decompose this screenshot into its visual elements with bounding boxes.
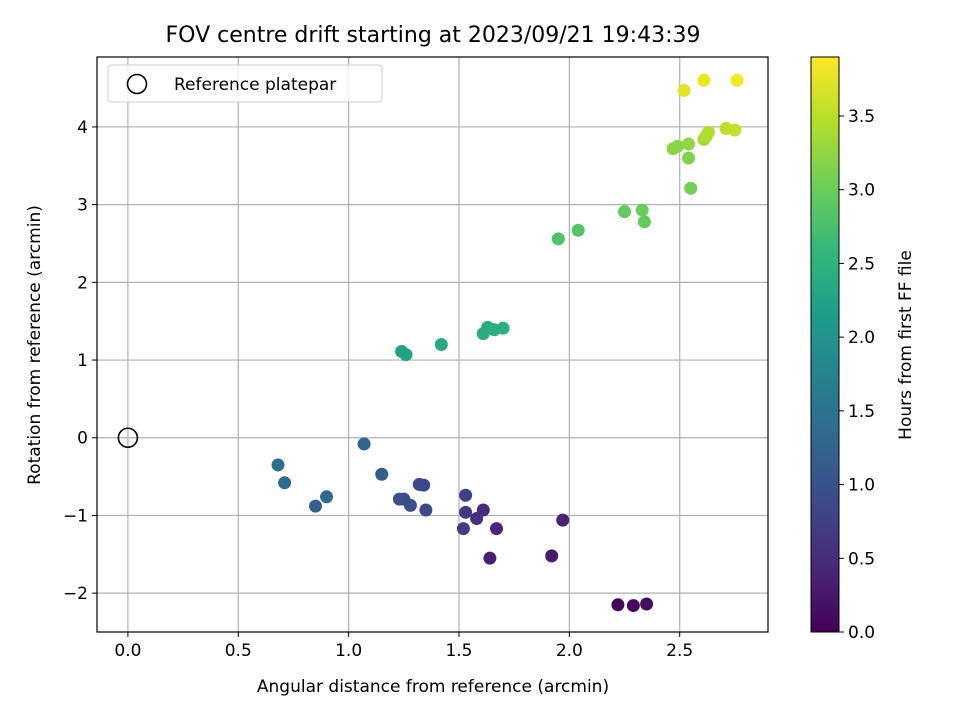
data-point <box>456 522 470 536</box>
data-point <box>551 232 565 246</box>
colorbar-tick-label: 0.0 <box>848 623 875 643</box>
x-axis-ticks: 0.0 0.5 1.0 1.5 2.0 2.5 <box>114 632 693 661</box>
y-tick-label: 2 <box>77 273 88 293</box>
legend-label-reference: Reference platepar <box>174 75 336 95</box>
data-point <box>271 458 285 472</box>
data-point <box>419 503 433 517</box>
data-point <box>545 549 559 563</box>
y-tick-label: 4 <box>77 118 88 138</box>
data-point <box>618 205 632 219</box>
grid-lines <box>97 57 768 632</box>
chart-title: FOV centre drift starting at 2023/09/21 … <box>166 23 701 48</box>
legend: Reference platepar <box>107 64 383 103</box>
legend-box <box>107 64 383 103</box>
colorbar-label: Hours from first FF file <box>896 250 916 440</box>
data-point <box>677 83 691 97</box>
y-tick-label: 3 <box>77 196 88 216</box>
x-tick-label: 2.0 <box>556 641 583 661</box>
colorbar <box>810 56 840 633</box>
data-point <box>697 73 711 87</box>
y-tick-label: 0 <box>77 429 88 449</box>
data-point <box>637 215 651 229</box>
colorbar-tick-label: 3.0 <box>848 181 875 201</box>
data-points <box>271 73 744 613</box>
reference-platepar-marker <box>117 427 139 449</box>
data-point <box>611 598 625 612</box>
data-point <box>635 203 649 217</box>
data-point <box>490 522 504 536</box>
y-tick-label: −1 <box>63 506 88 526</box>
colorbar-tick-label: 1.5 <box>848 402 875 422</box>
colorbar-tick-label: 1.0 <box>848 476 875 496</box>
y-tick-label: 1 <box>77 351 88 371</box>
colorbar-tick-label: 2.5 <box>848 254 875 274</box>
data-point <box>730 73 744 87</box>
x-tick-label: 0.0 <box>114 641 141 661</box>
x-tick-label: 1.5 <box>445 641 472 661</box>
data-point <box>459 488 473 502</box>
data-point <box>320 490 334 504</box>
data-point <box>434 338 448 351</box>
data-point <box>278 476 292 490</box>
data-point <box>392 492 406 506</box>
data-point <box>640 597 654 611</box>
data-point <box>682 151 696 165</box>
y-axis-ticks: −2 −1 0 1 2 3 4 <box>63 118 97 604</box>
x-axis-label: Angular distance from reference (arcmin) <box>257 677 609 697</box>
data-point <box>701 125 715 139</box>
data-point <box>357 437 371 451</box>
x-tick-label: 0.5 <box>225 641 252 661</box>
data-point <box>375 467 389 481</box>
data-point <box>470 512 484 526</box>
y-tick-label: −2 <box>63 584 88 604</box>
y-axis-label: Rotation from reference (arcmin) <box>25 205 45 485</box>
x-tick-label: 1.0 <box>335 641 362 661</box>
data-point <box>671 139 685 153</box>
legend-marker-reference <box>126 73 148 95</box>
data-point <box>728 123 742 137</box>
data-point <box>556 513 570 527</box>
colorbar-ticks: 0.0 0.5 1.0 1.5 2.0 2.5 3.0 3.5 <box>839 107 875 643</box>
data-point <box>399 348 413 362</box>
plot-frame <box>96 56 769 633</box>
data-point <box>309 499 323 513</box>
data-point <box>571 223 585 237</box>
data-point <box>412 477 426 491</box>
data-point <box>459 505 473 519</box>
data-point <box>684 181 698 195</box>
data-point <box>496 321 510 335</box>
colorbar-tick-label: 0.5 <box>848 549 875 569</box>
x-tick-label: 2.5 <box>666 641 693 661</box>
data-point <box>682 137 696 151</box>
colorbar-tick-label: 3.5 <box>848 107 875 127</box>
colorbar-tick-label: 2.0 <box>848 328 875 348</box>
data-point <box>626 599 640 613</box>
data-point <box>483 551 497 565</box>
